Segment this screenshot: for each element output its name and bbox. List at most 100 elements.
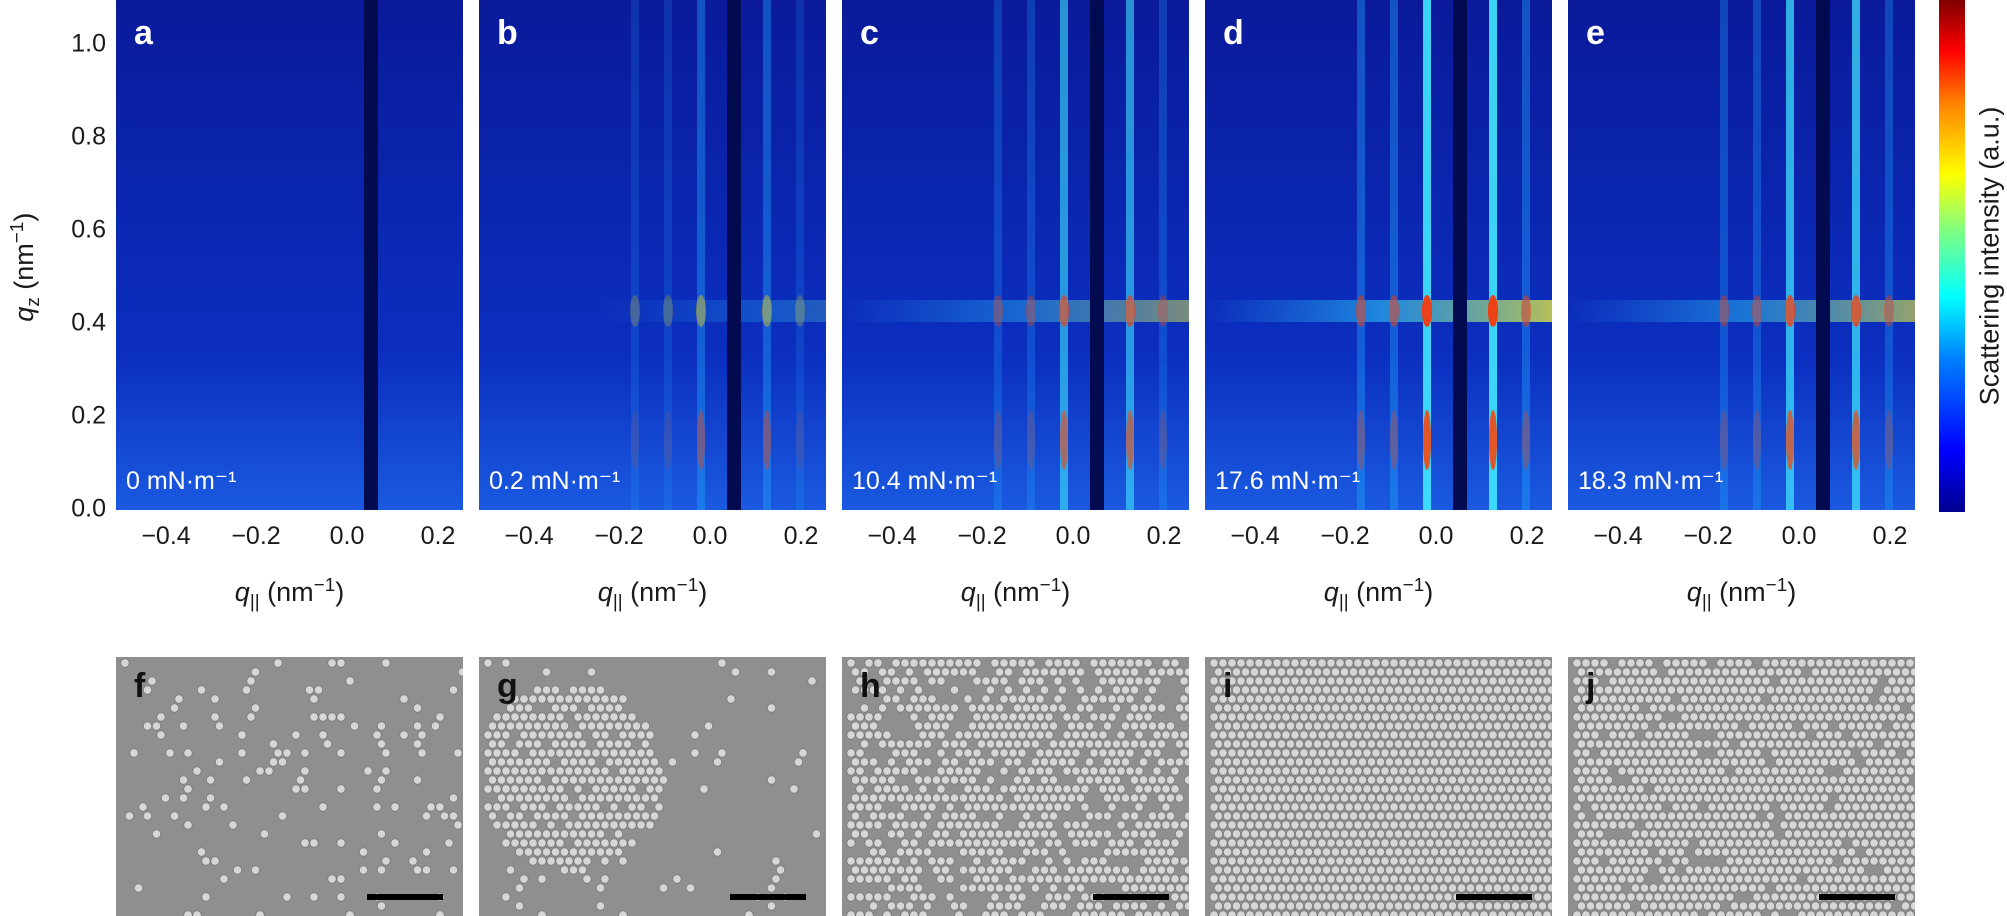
particle — [1344, 694, 1354, 704]
particle — [1174, 901, 1184, 911]
particle — [1802, 865, 1812, 875]
particle — [945, 658, 955, 668]
particle — [448, 865, 458, 875]
particle — [1698, 874, 1708, 884]
particle — [1385, 667, 1395, 677]
particle — [192, 910, 202, 916]
particle — [1644, 694, 1654, 704]
particle — [1040, 721, 1050, 731]
particle — [1120, 793, 1130, 803]
particle — [1457, 739, 1467, 749]
particle — [1102, 775, 1112, 785]
particle — [1102, 667, 1112, 677]
particle — [1165, 811, 1175, 821]
particle — [1134, 910, 1144, 916]
particle — [877, 667, 887, 677]
particle — [1098, 712, 1108, 722]
particle — [1492, 865, 1502, 875]
particle — [900, 802, 910, 812]
particle — [591, 838, 601, 848]
particle — [1434, 838, 1444, 848]
particle — [1240, 883, 1250, 893]
particle — [1434, 892, 1444, 902]
particle — [1905, 820, 1915, 830]
particle — [1585, 793, 1595, 803]
particle — [1896, 676, 1906, 686]
particle — [1236, 802, 1246, 812]
particle — [1254, 784, 1264, 794]
particle — [1129, 703, 1139, 713]
particle — [726, 694, 736, 704]
particle — [1439, 793, 1449, 803]
particle — [1599, 658, 1609, 668]
particle — [1590, 856, 1600, 866]
particle — [1049, 793, 1059, 803]
particle — [1770, 874, 1780, 884]
particle — [1869, 748, 1879, 758]
particle — [1635, 748, 1645, 758]
particle — [1891, 883, 1901, 893]
particle — [376, 901, 386, 911]
particle — [376, 739, 386, 749]
particle — [1547, 901, 1552, 911]
bragg-peak — [1158, 295, 1168, 327]
particle — [1258, 865, 1268, 875]
particle — [999, 856, 1009, 866]
particle — [1542, 730, 1552, 740]
particle — [1344, 856, 1354, 866]
particle — [864, 820, 874, 830]
particle — [1630, 847, 1640, 857]
particle — [327, 712, 337, 722]
particle — [1887, 838, 1897, 848]
particle — [1585, 739, 1595, 749]
particle — [1371, 874, 1381, 884]
particle — [1653, 892, 1663, 902]
particle — [1734, 784, 1744, 794]
particle — [623, 775, 633, 785]
particle — [156, 730, 166, 740]
particle — [483, 784, 493, 794]
bragg-peak — [1785, 295, 1795, 327]
particle — [336, 712, 346, 722]
particle — [1367, 883, 1377, 893]
particle — [1873, 667, 1883, 677]
particle — [1403, 901, 1413, 911]
particle — [909, 748, 919, 758]
particle — [1403, 757, 1413, 767]
particle — [1896, 838, 1906, 848]
particle — [1362, 838, 1372, 848]
particle — [318, 712, 328, 722]
particle — [537, 730, 547, 740]
particle — [851, 685, 860, 695]
particle — [918, 784, 928, 794]
particle — [1581, 676, 1591, 686]
particle — [1626, 892, 1636, 902]
particle — [1649, 811, 1659, 821]
particle — [1621, 685, 1631, 695]
particle — [995, 793, 1005, 803]
particle — [1860, 802, 1870, 812]
particle — [1380, 874, 1390, 884]
particle — [1846, 811, 1856, 821]
particle — [1380, 730, 1390, 740]
particle — [1214, 793, 1223, 803]
low-q-peak — [1522, 410, 1530, 470]
particle — [1313, 685, 1323, 695]
particle — [1896, 712, 1906, 722]
particle — [1376, 757, 1386, 767]
particle — [1143, 748, 1153, 758]
particle — [1828, 775, 1838, 785]
particle — [618, 910, 628, 916]
particle — [1053, 802, 1063, 812]
bragg-rod-band — [1205, 300, 1552, 322]
particle — [868, 721, 878, 731]
particle — [1842, 910, 1852, 916]
particle — [1528, 775, 1538, 785]
particle — [510, 766, 520, 776]
particle — [609, 838, 619, 848]
particle — [381, 658, 391, 668]
particle — [1869, 856, 1879, 866]
particle — [1457, 775, 1467, 785]
particle — [1891, 793, 1901, 803]
particle — [1784, 703, 1794, 713]
